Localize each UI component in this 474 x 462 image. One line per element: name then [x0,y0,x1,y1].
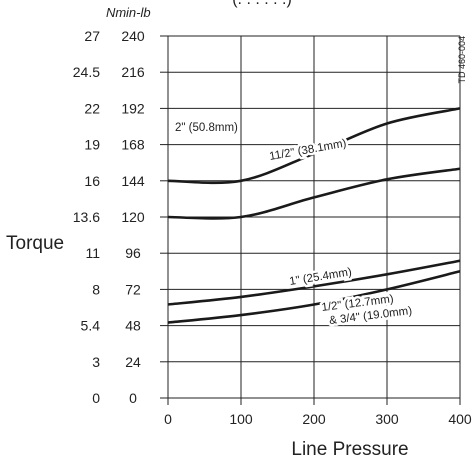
y-tick-label-inlb: 192 [121,100,145,116]
x-tick-label: 100 [229,411,253,427]
y-tick-label-nm: 24.5 [73,64,100,80]
y-tick-label-inlb: 240 [121,28,145,44]
y-tick-label-nm: 11 [85,245,100,261]
y-unit-right: in-lb [126,5,151,20]
x-tick-label: 200 [302,411,326,427]
y-tick-label-nm: 3 [92,354,100,370]
series-label: 2" (50.8mm) [175,122,238,134]
grid [160,35,461,405]
chart-title-fragment: (. . . . . .) [232,0,292,8]
x-tick-label: 0 [164,411,172,427]
y-tick-label-inlb: 96 [125,245,141,261]
y-tick-label-nm: 19 [84,137,100,153]
y-tick-label-inlb: 48 [125,318,141,334]
x-axis-title: Line Pressure [291,439,408,460]
y-tick-label-nm: 0 [92,390,100,406]
y-tick-label-nm: 16 [84,173,100,189]
y-tick-label-inlb: 144 [121,173,145,189]
y-unit-left: Nm [106,5,126,20]
series-line [167,107,461,185]
y-tick-label-nm: 13.6 [73,209,100,225]
y-tick-label-inlb: 0 [129,390,137,406]
y-axis-title: Torque [6,233,64,254]
y-tick-label-nm: 22 [84,100,100,116]
tick-labels: 0 0 24 3 48 5.4 72 8 96 11 120 13.6 144 16 168 19 192 22 2… [73,28,472,427]
y-tick-label-nm: 27 [84,28,100,44]
y-tick-label-nm: 8 [92,281,100,297]
y-tick-label-nm: 5.4 [81,318,101,334]
x-tick-label: 300 [375,411,399,427]
series-label: 11/2" (38.1mm) [268,138,347,163]
series-line [167,167,461,220]
series-line [167,270,461,324]
y-tick-label-inlb: 216 [121,64,145,80]
figure-tag: TD 460-004 [457,36,467,84]
y-tick-label-inlb: 72 [125,281,141,297]
y-tick-label-inlb: 24 [125,354,141,370]
y-tick-label-inlb: 120 [121,209,145,225]
x-tick-label: 400 [448,411,472,427]
series-line [167,259,461,306]
y-tick-label-inlb: 168 [121,137,145,153]
